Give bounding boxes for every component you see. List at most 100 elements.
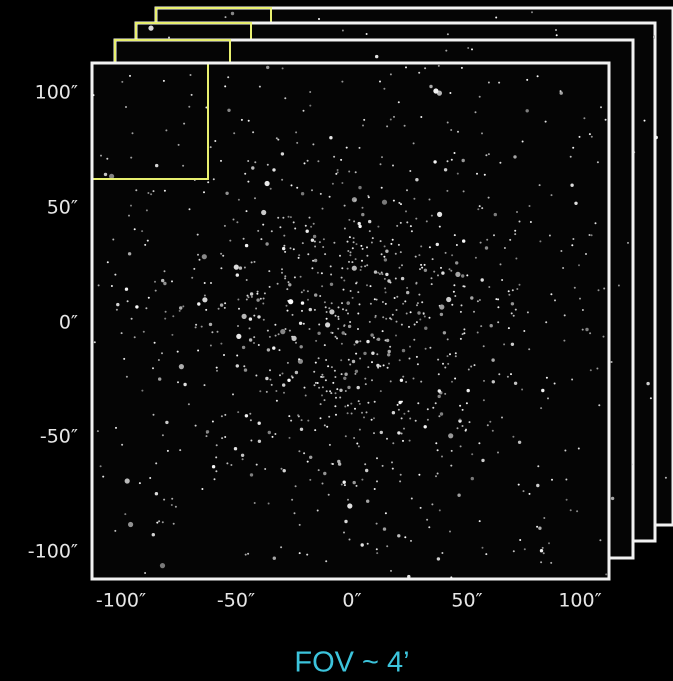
star <box>396 224 399 227</box>
star <box>376 353 379 356</box>
star <box>154 492 159 496</box>
star <box>232 393 234 396</box>
star <box>329 282 334 286</box>
star-field <box>92 64 609 579</box>
star <box>555 34 558 37</box>
star <box>286 309 289 312</box>
star <box>112 238 115 241</box>
star <box>109 173 115 179</box>
star <box>227 108 231 113</box>
star <box>330 392 333 395</box>
star <box>220 415 223 418</box>
star <box>321 373 324 376</box>
star <box>483 173 486 176</box>
star <box>183 122 186 125</box>
star <box>247 552 250 555</box>
star <box>455 271 461 277</box>
star <box>289 216 292 219</box>
star <box>147 296 150 299</box>
star <box>302 289 305 292</box>
star <box>417 402 420 405</box>
star <box>358 224 362 229</box>
star <box>288 283 292 287</box>
star <box>405 381 408 383</box>
star <box>321 285 324 288</box>
star <box>503 247 506 249</box>
star <box>241 313 247 319</box>
star <box>177 143 180 146</box>
star <box>453 234 456 237</box>
star <box>416 304 418 307</box>
star <box>209 146 212 149</box>
star <box>538 526 542 530</box>
star <box>328 443 331 446</box>
star <box>420 263 423 266</box>
star <box>394 277 397 280</box>
star <box>358 185 362 190</box>
star <box>325 317 328 320</box>
star <box>171 280 173 283</box>
star <box>610 361 613 363</box>
star <box>125 375 128 378</box>
star <box>237 411 240 414</box>
star <box>353 437 356 439</box>
star <box>465 402 468 405</box>
star <box>201 254 207 260</box>
star <box>170 504 173 506</box>
star <box>313 308 316 311</box>
star <box>272 556 276 560</box>
star <box>484 246 489 250</box>
star <box>194 326 197 329</box>
star <box>224 413 227 416</box>
star <box>405 312 408 315</box>
star <box>510 312 513 315</box>
star <box>491 429 494 432</box>
star <box>345 309 348 312</box>
star <box>454 355 457 358</box>
star <box>144 572 147 574</box>
star <box>444 251 447 254</box>
star <box>398 359 401 362</box>
star <box>514 233 517 236</box>
star <box>259 297 262 300</box>
star <box>420 116 423 118</box>
star <box>355 484 358 487</box>
star <box>281 372 284 375</box>
star <box>450 464 453 467</box>
star <box>413 323 416 326</box>
star <box>194 424 197 427</box>
star <box>342 308 344 311</box>
star <box>416 302 419 305</box>
star <box>451 380 453 383</box>
star <box>415 321 418 324</box>
star <box>237 298 240 301</box>
star <box>179 306 183 310</box>
star <box>479 241 482 244</box>
star <box>330 273 333 276</box>
star <box>217 307 220 310</box>
star <box>330 366 333 369</box>
star <box>381 330 384 333</box>
star <box>326 425 329 428</box>
star <box>371 237 374 240</box>
star <box>342 480 346 484</box>
star <box>268 285 271 288</box>
star <box>387 349 391 354</box>
star <box>343 484 346 487</box>
star <box>528 348 531 351</box>
star <box>379 163 382 166</box>
star <box>347 302 350 304</box>
star <box>444 392 447 395</box>
star <box>459 310 462 313</box>
star <box>487 196 490 199</box>
star <box>320 272 323 275</box>
star <box>418 293 421 296</box>
star <box>406 286 409 289</box>
star <box>106 157 109 160</box>
star <box>476 172 478 175</box>
star <box>319 403 322 406</box>
star <box>337 315 340 318</box>
star <box>162 79 165 82</box>
star <box>438 225 441 228</box>
star <box>130 317 133 320</box>
